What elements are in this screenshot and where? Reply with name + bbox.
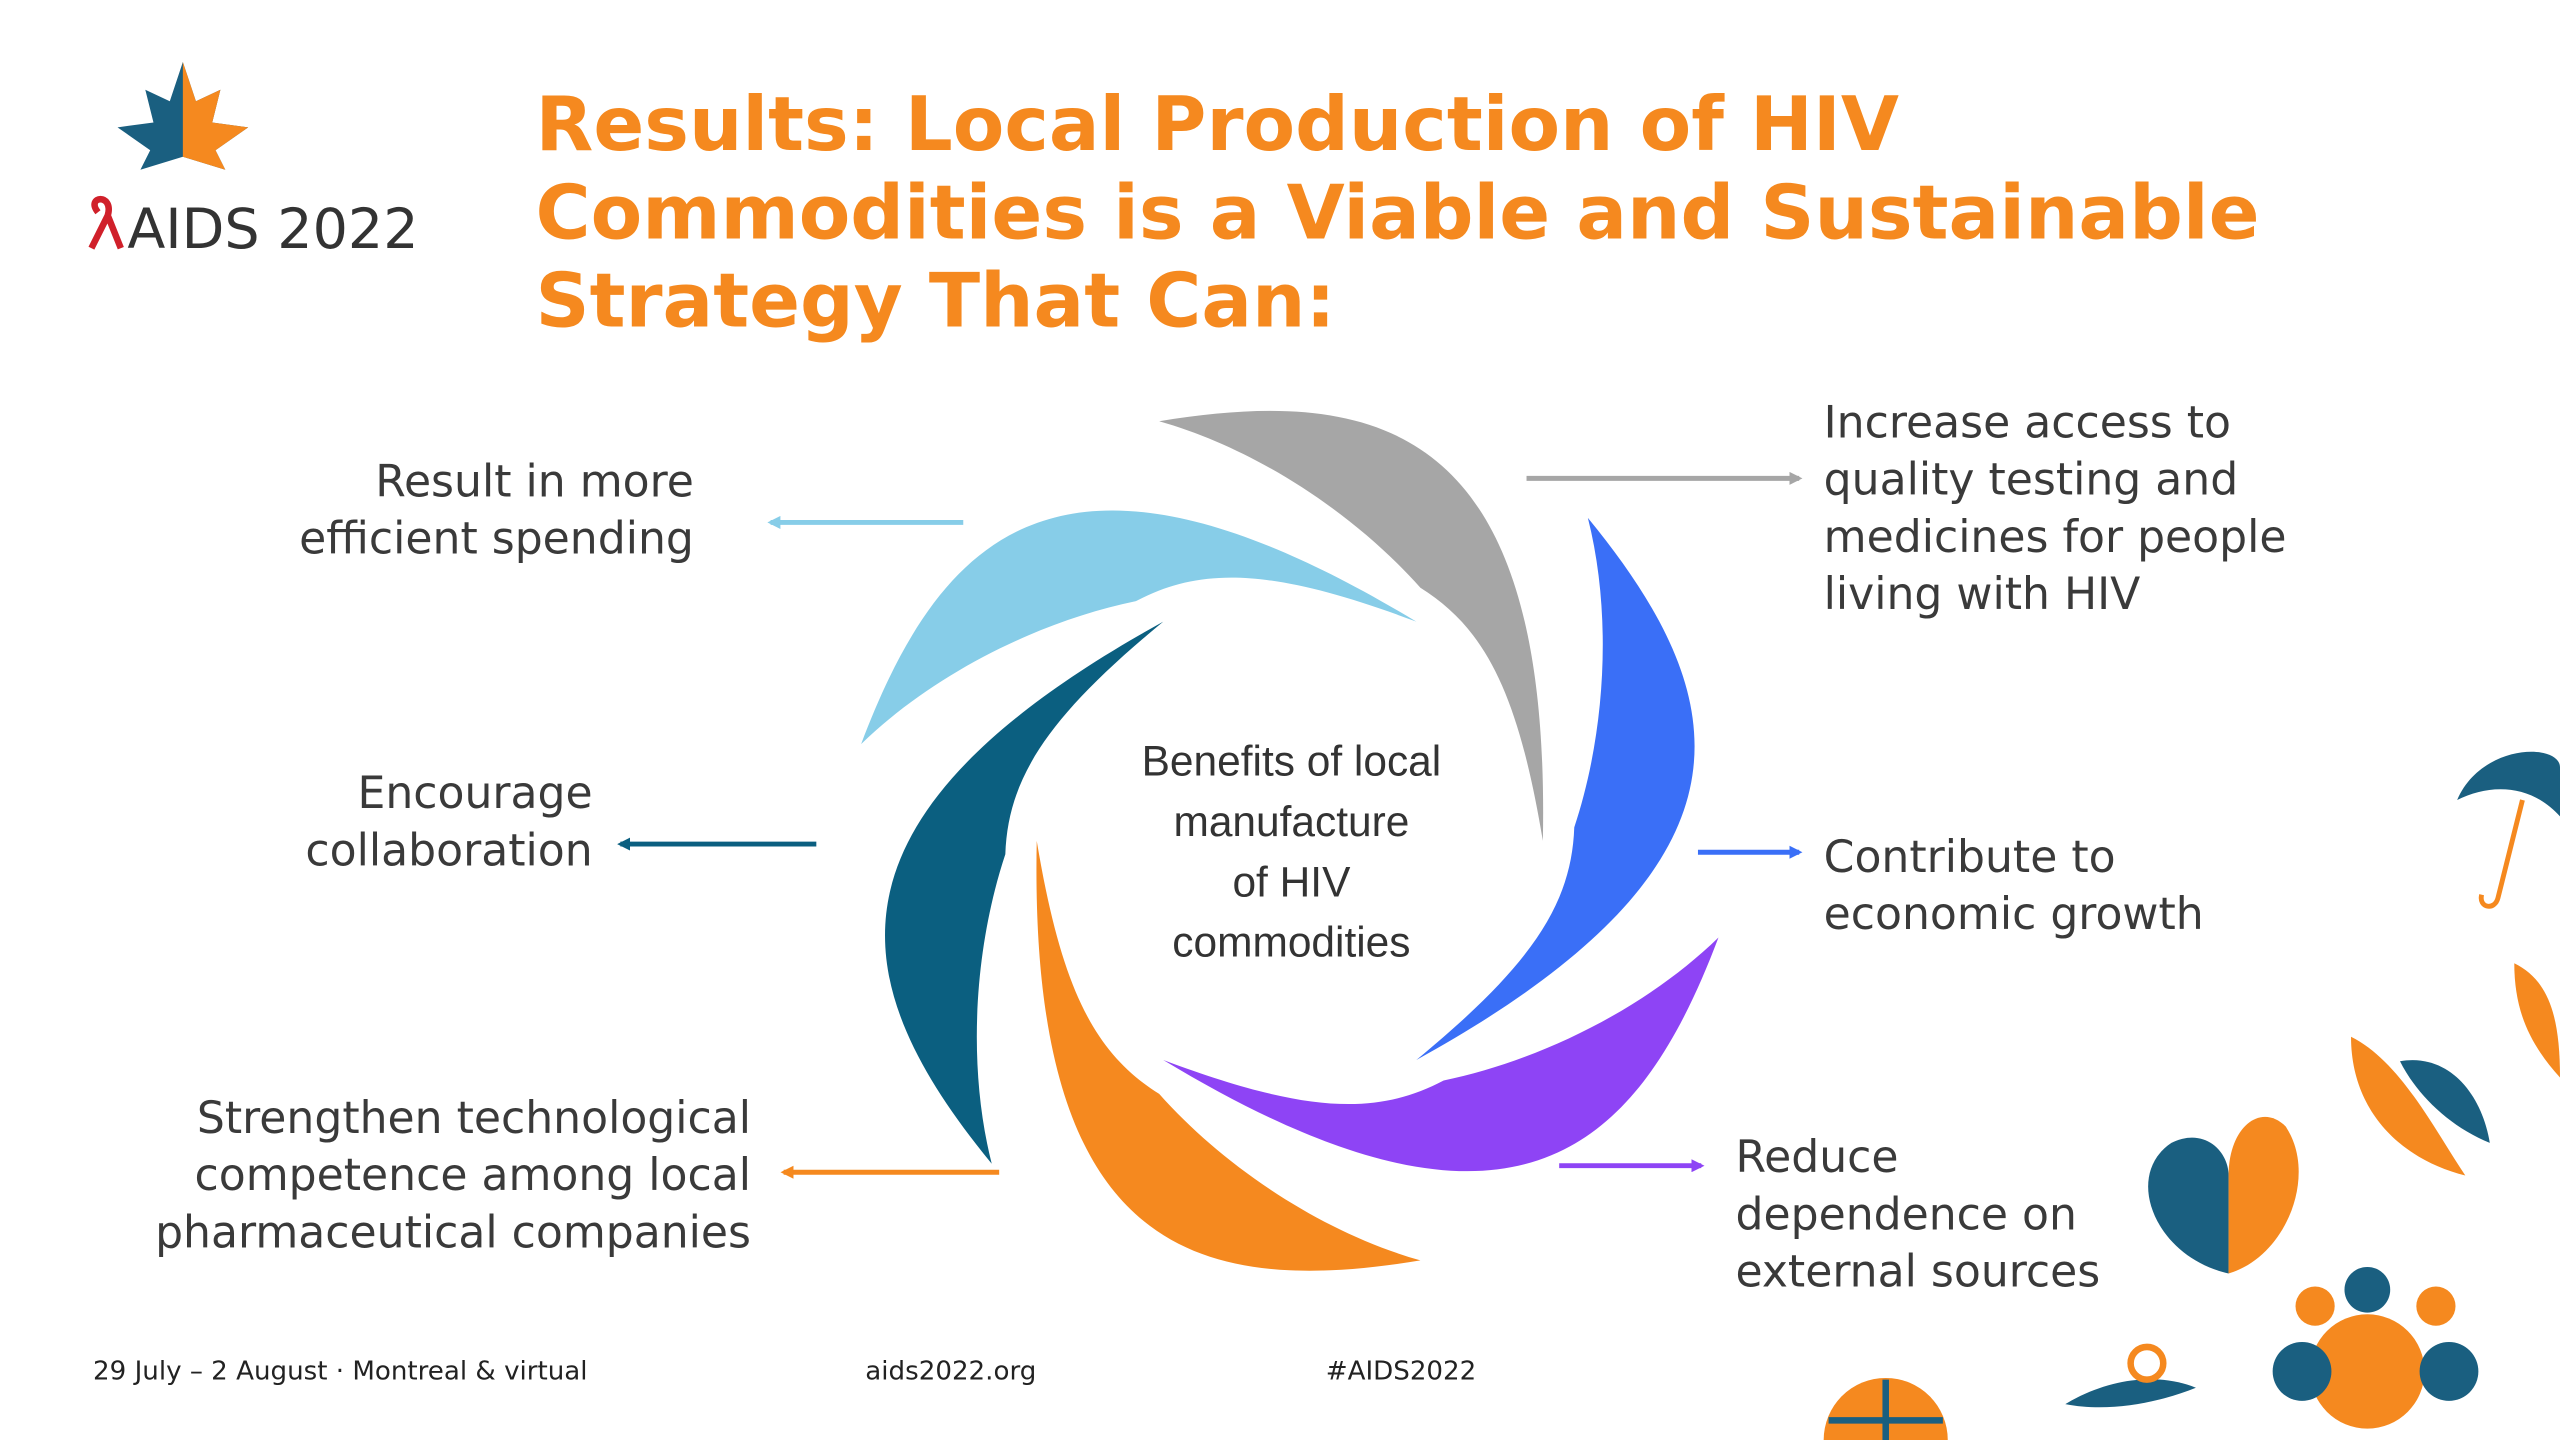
center-line: commodities — [1172, 919, 1410, 966]
item-line: medicines for people — [1824, 512, 2287, 563]
item-line: pharmaceutical companies — [155, 1207, 751, 1258]
logo: AIDS 2022 — [88, 62, 419, 262]
item-line: Reduce — [1736, 1132, 1899, 1183]
item-line: collaboration — [305, 825, 592, 876]
item-line: dependence on — [1736, 1189, 2077, 1240]
item-line: quality testing and — [1824, 455, 2239, 506]
item-line: Result in more — [375, 456, 694, 507]
center-line: manufacture — [1173, 798, 1409, 845]
item-line: external sources — [1736, 1247, 2101, 1298]
item-line: living with HIV — [1824, 569, 2141, 620]
swirl — [861, 410, 1719, 1271]
center-line: Benefits of local — [1142, 738, 1442, 785]
footer-tag: #AIDS2022 — [1326, 1357, 1477, 1387]
item-line: efficient spending — [299, 513, 694, 564]
title-line: Results: Local Production of HIV — [536, 80, 1899, 168]
swirl-blade — [1163, 937, 1719, 1172]
swirl-blade — [1036, 840, 1421, 1271]
item-line: Encourage — [357, 768, 592, 819]
swirl-blade — [885, 621, 1164, 1164]
swirl-blade — [861, 510, 1417, 745]
item-line: Contribute to — [1824, 832, 2116, 883]
title: Results: Local Production of HIVCommodit… — [536, 80, 2260, 344]
item-line: Increase access to — [1824, 398, 2231, 449]
arrows — [617, 471, 1803, 1179]
swirl-blade — [1416, 517, 1695, 1060]
items: Increase access to quality testing and med… — [155, 398, 2286, 1298]
title-line: Commodities is a Viable and Sustainable — [536, 168, 2260, 256]
item-line: competence among local — [195, 1150, 752, 1201]
decorations — [1823, 751, 2560, 1440]
item-line: Strengthen technological — [197, 1093, 751, 1144]
center-line: of HIV — [1232, 858, 1351, 905]
footer-date: 29 July – 2 August · Montreal & virtual — [93, 1357, 588, 1387]
footer-site: aids2022.org — [865, 1357, 1036, 1387]
logo-text: AIDS 2022 — [127, 197, 418, 262]
center-label: Benefits of local manufacture of HIV commod… — [1142, 738, 1442, 966]
item-line: economic growth — [1824, 889, 2204, 940]
title-line: Strategy That Can: — [536, 257, 1336, 345]
swirl-blade — [1159, 410, 1544, 841]
